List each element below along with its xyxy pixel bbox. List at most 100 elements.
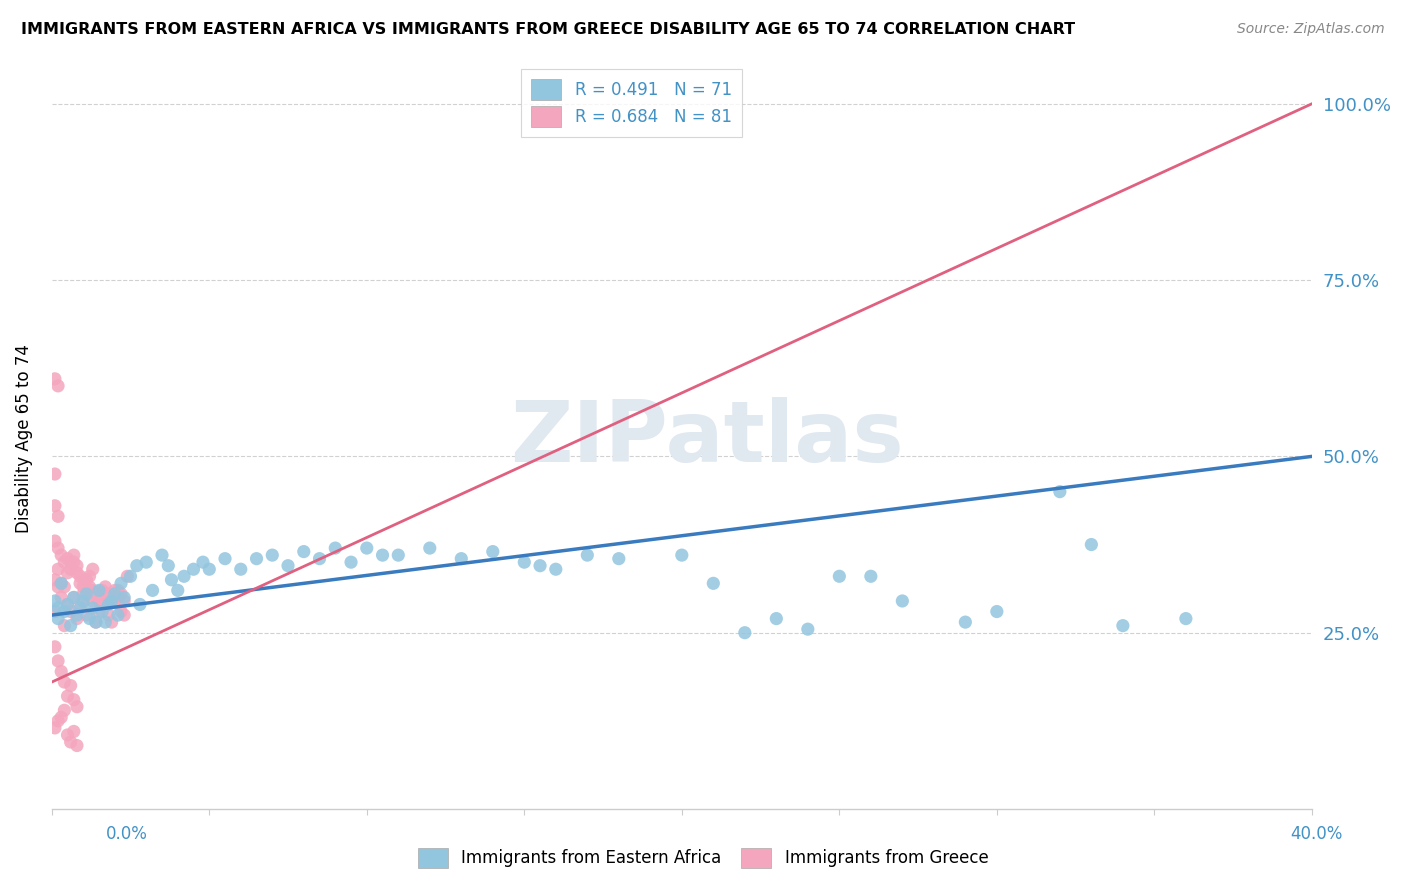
Point bbox=[46, 562, 69, 576]
Point bbox=[671, 548, 693, 562]
Point bbox=[117, 569, 139, 583]
Point bbox=[66, 739, 89, 753]
Point bbox=[173, 569, 195, 583]
Point bbox=[87, 594, 110, 608]
Point bbox=[75, 573, 97, 587]
Point bbox=[450, 551, 472, 566]
Point bbox=[229, 562, 252, 576]
Point bbox=[62, 555, 84, 569]
Point bbox=[340, 555, 363, 569]
Point bbox=[1049, 484, 1071, 499]
Point bbox=[157, 558, 180, 573]
Point bbox=[69, 569, 91, 583]
Point bbox=[62, 692, 84, 706]
Point bbox=[198, 562, 221, 576]
Point bbox=[72, 594, 94, 608]
Point bbox=[828, 569, 851, 583]
Point bbox=[91, 598, 114, 612]
Point bbox=[44, 467, 66, 481]
Point bbox=[53, 605, 76, 619]
Point bbox=[56, 689, 79, 703]
Point bbox=[262, 548, 284, 562]
Point bbox=[82, 583, 104, 598]
Point bbox=[53, 580, 76, 594]
Point bbox=[142, 583, 165, 598]
Point bbox=[51, 576, 73, 591]
Point bbox=[69, 576, 91, 591]
Point bbox=[323, 541, 346, 555]
Point bbox=[529, 558, 551, 573]
Point bbox=[56, 598, 79, 612]
Point bbox=[62, 591, 84, 605]
Legend: Immigrants from Eastern Africa, Immigrants from Greece: Immigrants from Eastern Africa, Immigran… bbox=[411, 841, 995, 875]
Point bbox=[44, 499, 66, 513]
Point bbox=[72, 594, 94, 608]
Point bbox=[734, 625, 756, 640]
Point bbox=[66, 611, 89, 625]
Point bbox=[110, 605, 132, 619]
Point bbox=[51, 576, 73, 591]
Point bbox=[129, 598, 152, 612]
Point bbox=[107, 608, 129, 623]
Point bbox=[797, 622, 820, 636]
Point bbox=[87, 583, 110, 598]
Point bbox=[245, 551, 267, 566]
Point bbox=[79, 611, 101, 625]
Point bbox=[84, 615, 107, 629]
Point bbox=[44, 372, 66, 386]
Point bbox=[292, 544, 315, 558]
Point bbox=[69, 601, 91, 615]
Point bbox=[110, 576, 132, 591]
Point bbox=[56, 728, 79, 742]
Point bbox=[62, 591, 84, 605]
Point bbox=[104, 583, 127, 598]
Point bbox=[75, 608, 97, 623]
Point bbox=[44, 573, 66, 587]
Point bbox=[79, 583, 101, 598]
Point bbox=[46, 379, 69, 393]
Point bbox=[513, 555, 536, 569]
Y-axis label: Disability Age 65 to 74: Disability Age 65 to 74 bbox=[15, 344, 32, 533]
Point bbox=[72, 587, 94, 601]
Point bbox=[104, 587, 127, 601]
Point bbox=[59, 735, 82, 749]
Point bbox=[75, 573, 97, 587]
Point bbox=[84, 591, 107, 605]
Point bbox=[125, 558, 148, 573]
Point bbox=[82, 562, 104, 576]
Point bbox=[94, 587, 117, 601]
Point bbox=[46, 714, 69, 728]
Point bbox=[46, 580, 69, 594]
Point bbox=[59, 562, 82, 576]
Point bbox=[97, 598, 120, 612]
Point bbox=[135, 555, 157, 569]
Point bbox=[112, 594, 135, 608]
Point bbox=[62, 724, 84, 739]
Point bbox=[59, 555, 82, 569]
Point bbox=[59, 679, 82, 693]
Text: 0.0%: 0.0% bbox=[105, 825, 148, 843]
Point bbox=[59, 618, 82, 632]
Point bbox=[69, 601, 91, 615]
Point bbox=[79, 569, 101, 583]
Point bbox=[44, 594, 66, 608]
Point bbox=[56, 598, 79, 612]
Point bbox=[120, 569, 142, 583]
Point bbox=[66, 566, 89, 580]
Point bbox=[87, 605, 110, 619]
Point bbox=[82, 601, 104, 615]
Point bbox=[97, 587, 120, 601]
Point bbox=[94, 580, 117, 594]
Point bbox=[576, 548, 599, 562]
Point bbox=[214, 551, 236, 566]
Point bbox=[79, 580, 101, 594]
Point bbox=[53, 703, 76, 717]
Point bbox=[46, 654, 69, 668]
Point bbox=[183, 562, 205, 576]
Point bbox=[277, 558, 299, 573]
Legend: R = 0.491   N = 71, R = 0.684   N = 81: R = 0.491 N = 71, R = 0.684 N = 81 bbox=[522, 70, 741, 136]
Point bbox=[51, 548, 73, 562]
Point bbox=[702, 576, 724, 591]
Point bbox=[104, 594, 127, 608]
Point bbox=[986, 605, 1008, 619]
